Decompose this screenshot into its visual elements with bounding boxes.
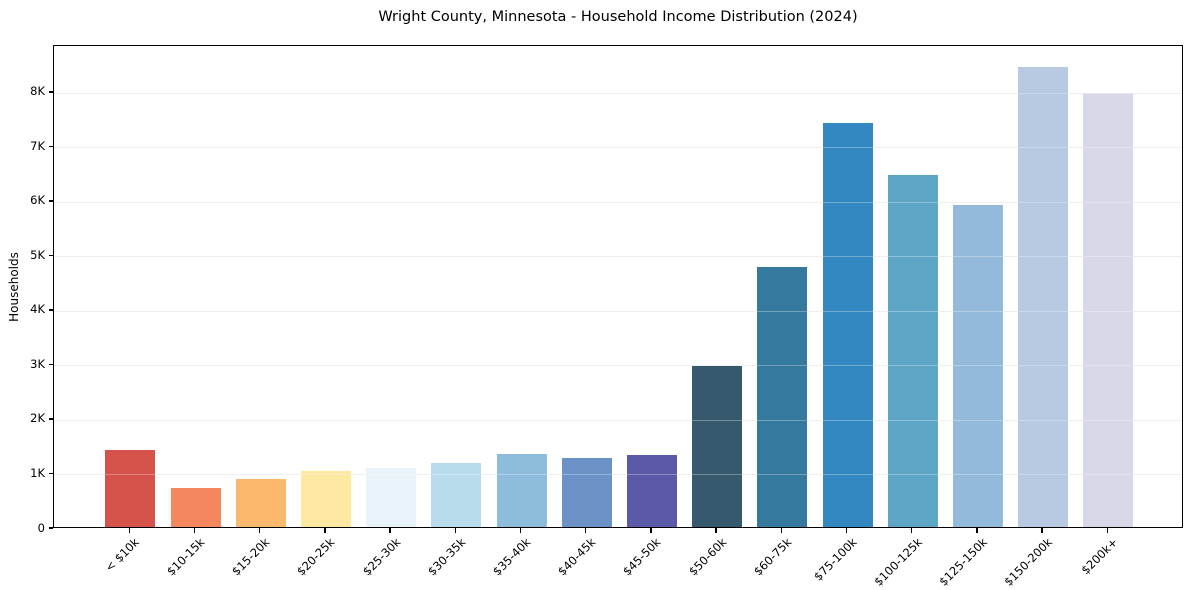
- y-tick-mark: [48, 418, 53, 420]
- bar-45-50k: [626, 455, 677, 527]
- bar-30-35k: [431, 463, 482, 527]
- y-tick-mark: [48, 472, 53, 475]
- x-tick-label-150-200k: $150-200k: [1001, 535, 1055, 589]
- y-tick-mark: [48, 527, 53, 529]
- bar-40-45k: [561, 458, 612, 527]
- x-tick-label-60-75k: $60-75k: [750, 535, 795, 579]
- y-tick-label-2K: 2K: [30, 411, 45, 426]
- gridline-4K: [54, 310, 1182, 312]
- x-tick-mark: [324, 528, 326, 533]
- y-tick-label-0: 0: [37, 520, 45, 535]
- x-tick-mark: [389, 528, 391, 533]
- gridline-2K: [54, 419, 1182, 421]
- x-tick-mark: [650, 528, 652, 533]
- bar-35-40k: [496, 454, 547, 527]
- bar-10-15k: [170, 488, 221, 527]
- x-tick-mark: [780, 528, 782, 533]
- x-tick-label-45-50k: $45-50k: [620, 535, 664, 579]
- x-tick-label-100-125k: $100-125k: [870, 535, 925, 589]
- y-tick-mark: [48, 363, 53, 366]
- x-tick-mark: [715, 528, 717, 533]
- x-tick-mark: [1106, 528, 1108, 533]
- bar-100-125k: [887, 174, 938, 527]
- x-tick-label-30-35k: $30-35k: [424, 535, 469, 579]
- bar-15-20k: [235, 479, 286, 527]
- y-tick-label-8K: 8K: [30, 84, 45, 99]
- x-tick-label-25-30k: $25-30k: [359, 535, 403, 579]
- x-tick-label-50-60k: $50-60k: [685, 535, 729, 579]
- y-tick-label-1K: 1K: [30, 465, 45, 480]
- bar-25-30k: [366, 467, 417, 527]
- gridlines-under-layer: [54, 46, 1182, 527]
- y-axis-label-wrap: Households: [0, 45, 28, 528]
- plot-area: [53, 45, 1183, 528]
- bar-200k+: [1083, 92, 1134, 527]
- y-tick-label-6K: 6K: [30, 193, 45, 208]
- x-tick-mark: [128, 528, 130, 533]
- bar-50-60k: [692, 366, 743, 527]
- x-tick-label-20-25k: $20-25k: [294, 535, 338, 579]
- y-tick-mark: [48, 145, 53, 148]
- gridline-3K: [54, 365, 1182, 367]
- bar-125-150k: [952, 204, 1003, 527]
- x-tick-mark: [259, 528, 261, 533]
- x-tick-label-15-20k: $15-20k: [229, 535, 273, 579]
- x-tick-mark: [1041, 528, 1043, 533]
- x-tick-mark: [454, 528, 456, 533]
- gridline-1K: [54, 474, 1182, 476]
- x-tick-label-40-45k: $40-45k: [555, 535, 599, 579]
- y-tick-mark: [48, 254, 53, 257]
- y-tick-label-4K: 4K: [30, 302, 45, 317]
- x-tick-mark: [519, 528, 522, 533]
- bar-150-200k: [1018, 66, 1069, 527]
- y-tick-mark: [48, 91, 53, 93]
- y-tick-mark: [48, 200, 53, 202]
- gridline-7K: [54, 147, 1182, 149]
- gridline-6K: [54, 201, 1182, 203]
- bar-20-25k: [300, 470, 351, 527]
- x-tick-label-200k+: $200k+: [1078, 535, 1121, 578]
- y-tick-label-3K: 3K: [30, 356, 45, 371]
- x-tick-mark: [976, 528, 978, 533]
- y-tick-mark: [48, 309, 53, 311]
- x-tick-mark: [585, 528, 587, 533]
- chart-title: Wright County, Minnesota - Household Inc…: [378, 9, 858, 25]
- x-tick-label-10-15k: $10-15k: [163, 535, 208, 579]
- y-tick-label-7K: 7K: [30, 138, 45, 153]
- bar-10k: [105, 449, 156, 527]
- gridline-5K: [54, 256, 1182, 258]
- x-tick-mark: [193, 528, 196, 533]
- x-tick-label-35-40k: $35-40k: [489, 535, 534, 579]
- bar-75-100k: [822, 122, 873, 527]
- y-tick-label-5K: 5K: [30, 247, 45, 262]
- x-tick-label-75-100k: $75-100k: [810, 535, 860, 584]
- gridline-8K: [54, 92, 1182, 94]
- x-tick-mark: [845, 528, 848, 533]
- x-tick-mark: [911, 528, 913, 533]
- bars-layer: [54, 46, 1182, 527]
- x-tick-label-125-150k: $125-150k: [936, 535, 990, 589]
- x-tick-label-10k: < $10k: [102, 535, 143, 575]
- bar-60-75k: [757, 267, 808, 527]
